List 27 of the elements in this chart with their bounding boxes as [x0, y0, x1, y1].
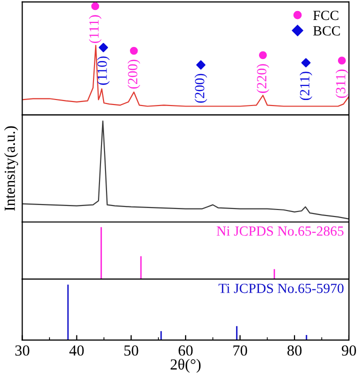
annotation: (110) — [97, 56, 110, 85]
legend-label: BCC — [313, 26, 340, 36]
point — [196, 60, 206, 70]
legend-label: FCC — [313, 10, 338, 20]
annotation: (111) — [88, 15, 102, 43]
point — [130, 46, 138, 55]
annotation: Ni JCPDS No.65-2865 — [216, 226, 344, 236]
point — [91, 2, 100, 10]
annotation: (220) — [256, 64, 270, 93]
x-tick-label: 50 — [124, 345, 138, 356]
annotation: (311) — [336, 70, 348, 98]
annotation: (200) — [128, 60, 140, 89]
point — [258, 51, 267, 60]
point — [98, 42, 108, 52]
annotation: Ti JCPDS No.65-5970 — [218, 284, 344, 294]
x-tick-label: 30 — [15, 345, 30, 356]
point — [338, 56, 346, 65]
annotation: (200) — [194, 74, 208, 103]
annotation: (211) — [300, 72, 312, 100]
x-axis-title: 2θ(°) — [170, 358, 201, 373]
x-tick-label: 60 — [178, 345, 193, 356]
x-tick-label: 70 — [233, 345, 248, 356]
x-tick-label: 90 — [342, 345, 356, 356]
y-axis-title: Intensity(a.u.) — [4, 126, 18, 211]
x-tick-label: 40 — [69, 345, 84, 356]
x-tick-label: 80 — [287, 345, 302, 356]
point — [301, 58, 311, 68]
